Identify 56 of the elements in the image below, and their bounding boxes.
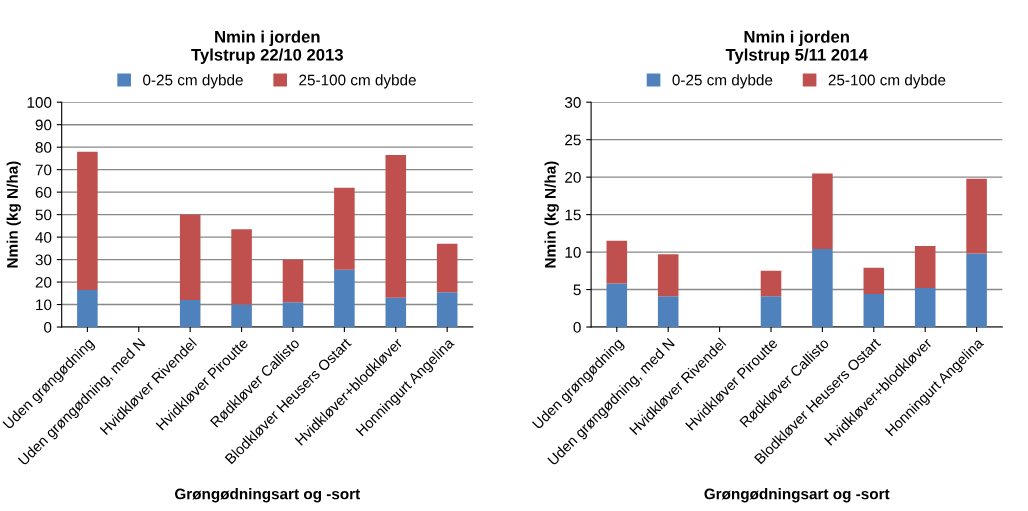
bar xyxy=(914,288,936,328)
bar xyxy=(760,270,782,297)
bar xyxy=(282,302,304,328)
bar xyxy=(966,253,987,328)
bar xyxy=(863,267,885,295)
bar xyxy=(231,304,252,328)
y-tick-label: 15 xyxy=(565,209,581,221)
y-tick-label: 20 xyxy=(565,172,581,183)
legend-label: 0-25 cm dybde xyxy=(672,74,773,89)
y-tick-label: 80 xyxy=(35,142,52,153)
legend-label: 25-100 cm dybde xyxy=(299,74,416,89)
bar xyxy=(760,296,782,328)
bar xyxy=(812,173,833,250)
y-axis-title: Nmin (kg N/ha) xyxy=(544,161,559,268)
y-tick-label: 90 xyxy=(35,119,52,131)
y-tick-label: 40 xyxy=(35,231,52,243)
bar xyxy=(334,269,355,328)
bar xyxy=(231,229,252,305)
chart-title: Nmin i jorden Tylstrup 5/11 2014 xyxy=(725,30,868,64)
bar xyxy=(657,254,679,297)
bar xyxy=(657,296,679,328)
y-axis-title: Nmin (kg N/ha) xyxy=(6,161,21,268)
bar xyxy=(606,240,628,284)
y-tick-label: 10 xyxy=(565,246,581,258)
legend-label: 25-100 cm dybde xyxy=(828,74,946,89)
bar xyxy=(282,259,304,303)
y-tick-label: 30 xyxy=(564,97,581,108)
y-tick-label: 20 xyxy=(35,276,52,288)
y-tick-label: 50 xyxy=(35,209,52,221)
bar xyxy=(606,283,628,328)
y-tick-label: 0 xyxy=(44,321,52,333)
y-tick-label: 70 xyxy=(35,164,52,176)
y-tick-label: 30 xyxy=(35,254,52,266)
bar xyxy=(334,187,355,270)
bar xyxy=(77,289,98,328)
legend-label: 0-25 cm dybde xyxy=(143,74,243,89)
bar xyxy=(179,300,201,328)
y-tick-label: 100 xyxy=(27,97,52,108)
bar xyxy=(385,297,407,328)
x-axis-title: Grøngødningsart og -sort xyxy=(704,488,890,503)
bar xyxy=(812,249,833,328)
bar xyxy=(77,151,98,290)
bar xyxy=(385,155,407,298)
x-axis-title: Grøngødningsart og -sort xyxy=(174,488,361,503)
y-tick-label: 10 xyxy=(36,299,52,311)
bar xyxy=(914,246,936,289)
y-tick-label: 0 xyxy=(573,321,581,333)
chart-title: Nmin i jorden Tylstrup 22/10 2013 xyxy=(191,30,343,64)
y-tick-label: 25 xyxy=(565,134,581,146)
bar xyxy=(436,243,458,293)
y-tick-label: 60 xyxy=(35,187,52,198)
bar xyxy=(436,292,458,328)
bar xyxy=(179,214,201,301)
y-tick-label: 5 xyxy=(573,284,581,296)
bar xyxy=(863,294,885,328)
bar xyxy=(966,178,987,254)
